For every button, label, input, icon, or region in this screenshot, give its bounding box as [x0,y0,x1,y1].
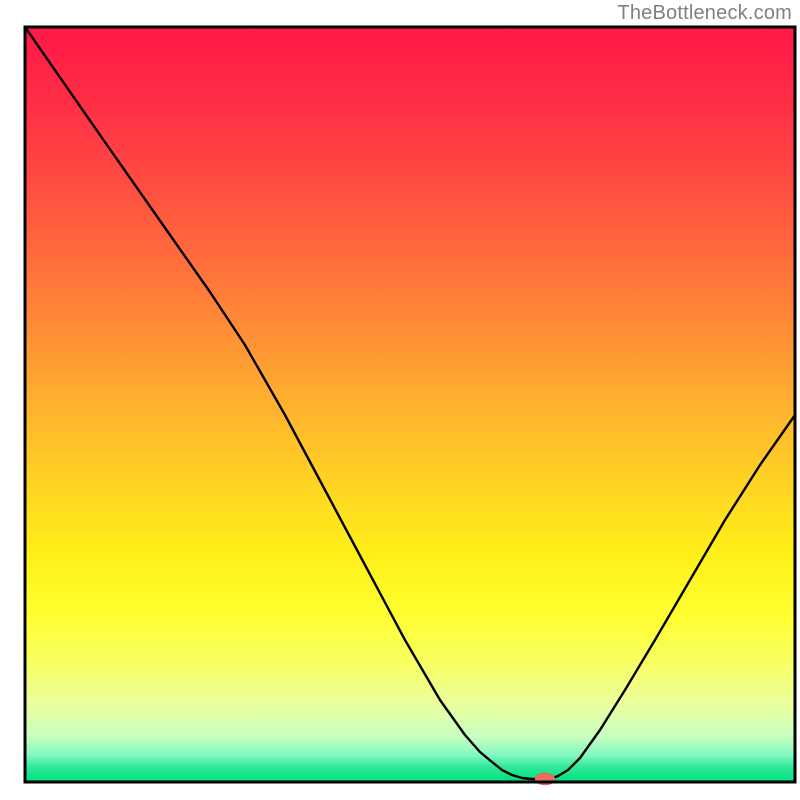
bottleneck-chart [0,0,800,800]
watermark-text: TheBottleneck.com [617,2,792,25]
chart-container: TheBottleneck.com [0,0,800,800]
plot-background [25,27,795,782]
